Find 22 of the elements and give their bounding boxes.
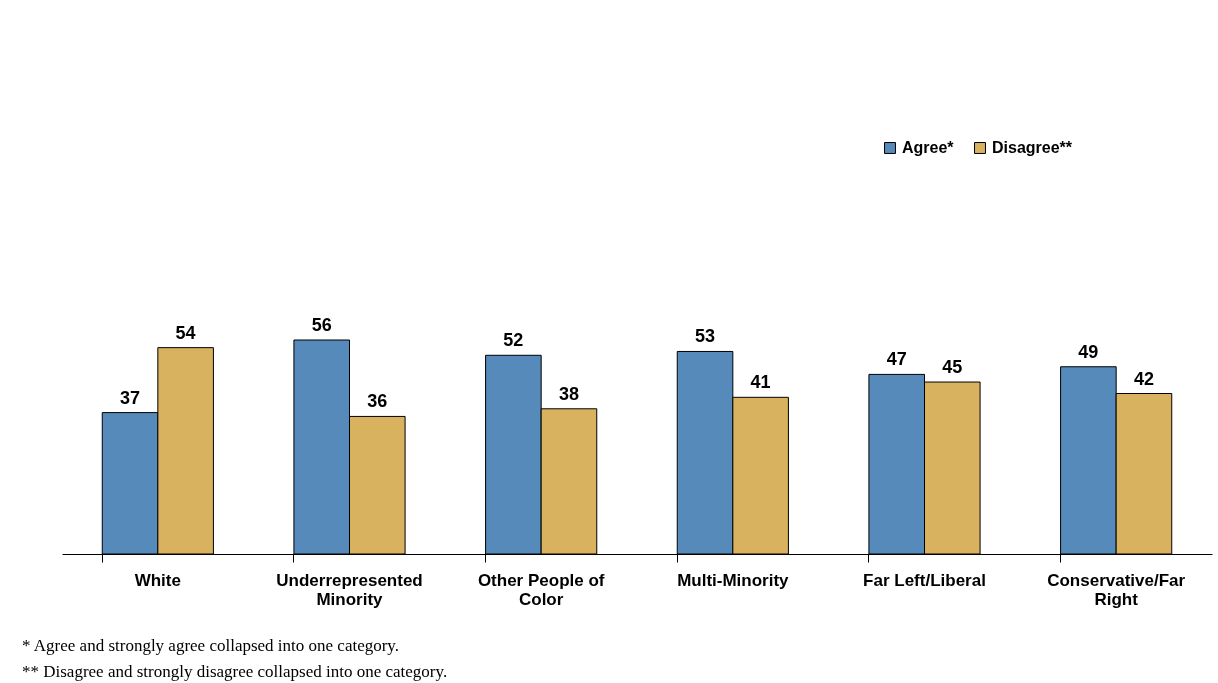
data-label: 56 bbox=[311, 315, 332, 335]
data-label: 38 bbox=[558, 383, 579, 404]
data-label: 45 bbox=[942, 357, 963, 378]
legend-label: Disagree** bbox=[992, 139, 1073, 156]
x-tick-label: Conservative/Far Right bbox=[1047, 570, 1186, 609]
data-label: 49 bbox=[1078, 341, 1099, 362]
data-label: 47 bbox=[886, 349, 907, 370]
data-label: 37 bbox=[120, 387, 141, 408]
legend-label: Agree* bbox=[902, 139, 955, 156]
x-tick-label: Underrepresented Minority bbox=[276, 570, 423, 609]
x-tick-label: White bbox=[134, 570, 181, 590]
data-label: 41 bbox=[750, 372, 771, 393]
data-label: 42 bbox=[1133, 368, 1154, 389]
data-label: 53 bbox=[695, 326, 716, 347]
x-tick-label: Other People of Color bbox=[477, 570, 605, 609]
text: ** Disagree and strongly disagree collapsed into one category. bbox=[22, 662, 448, 681]
data-label: 52 bbox=[503, 330, 524, 351]
data-label: 54 bbox=[175, 322, 196, 343]
data-label: 36 bbox=[367, 391, 388, 412]
text: * Agree and strongly agree collapsed into one category. bbox=[22, 636, 400, 655]
x-tick-label: Multi-Minority bbox=[677, 570, 790, 590]
x-tick-label: Far Left/Liberal bbox=[863, 570, 986, 590]
